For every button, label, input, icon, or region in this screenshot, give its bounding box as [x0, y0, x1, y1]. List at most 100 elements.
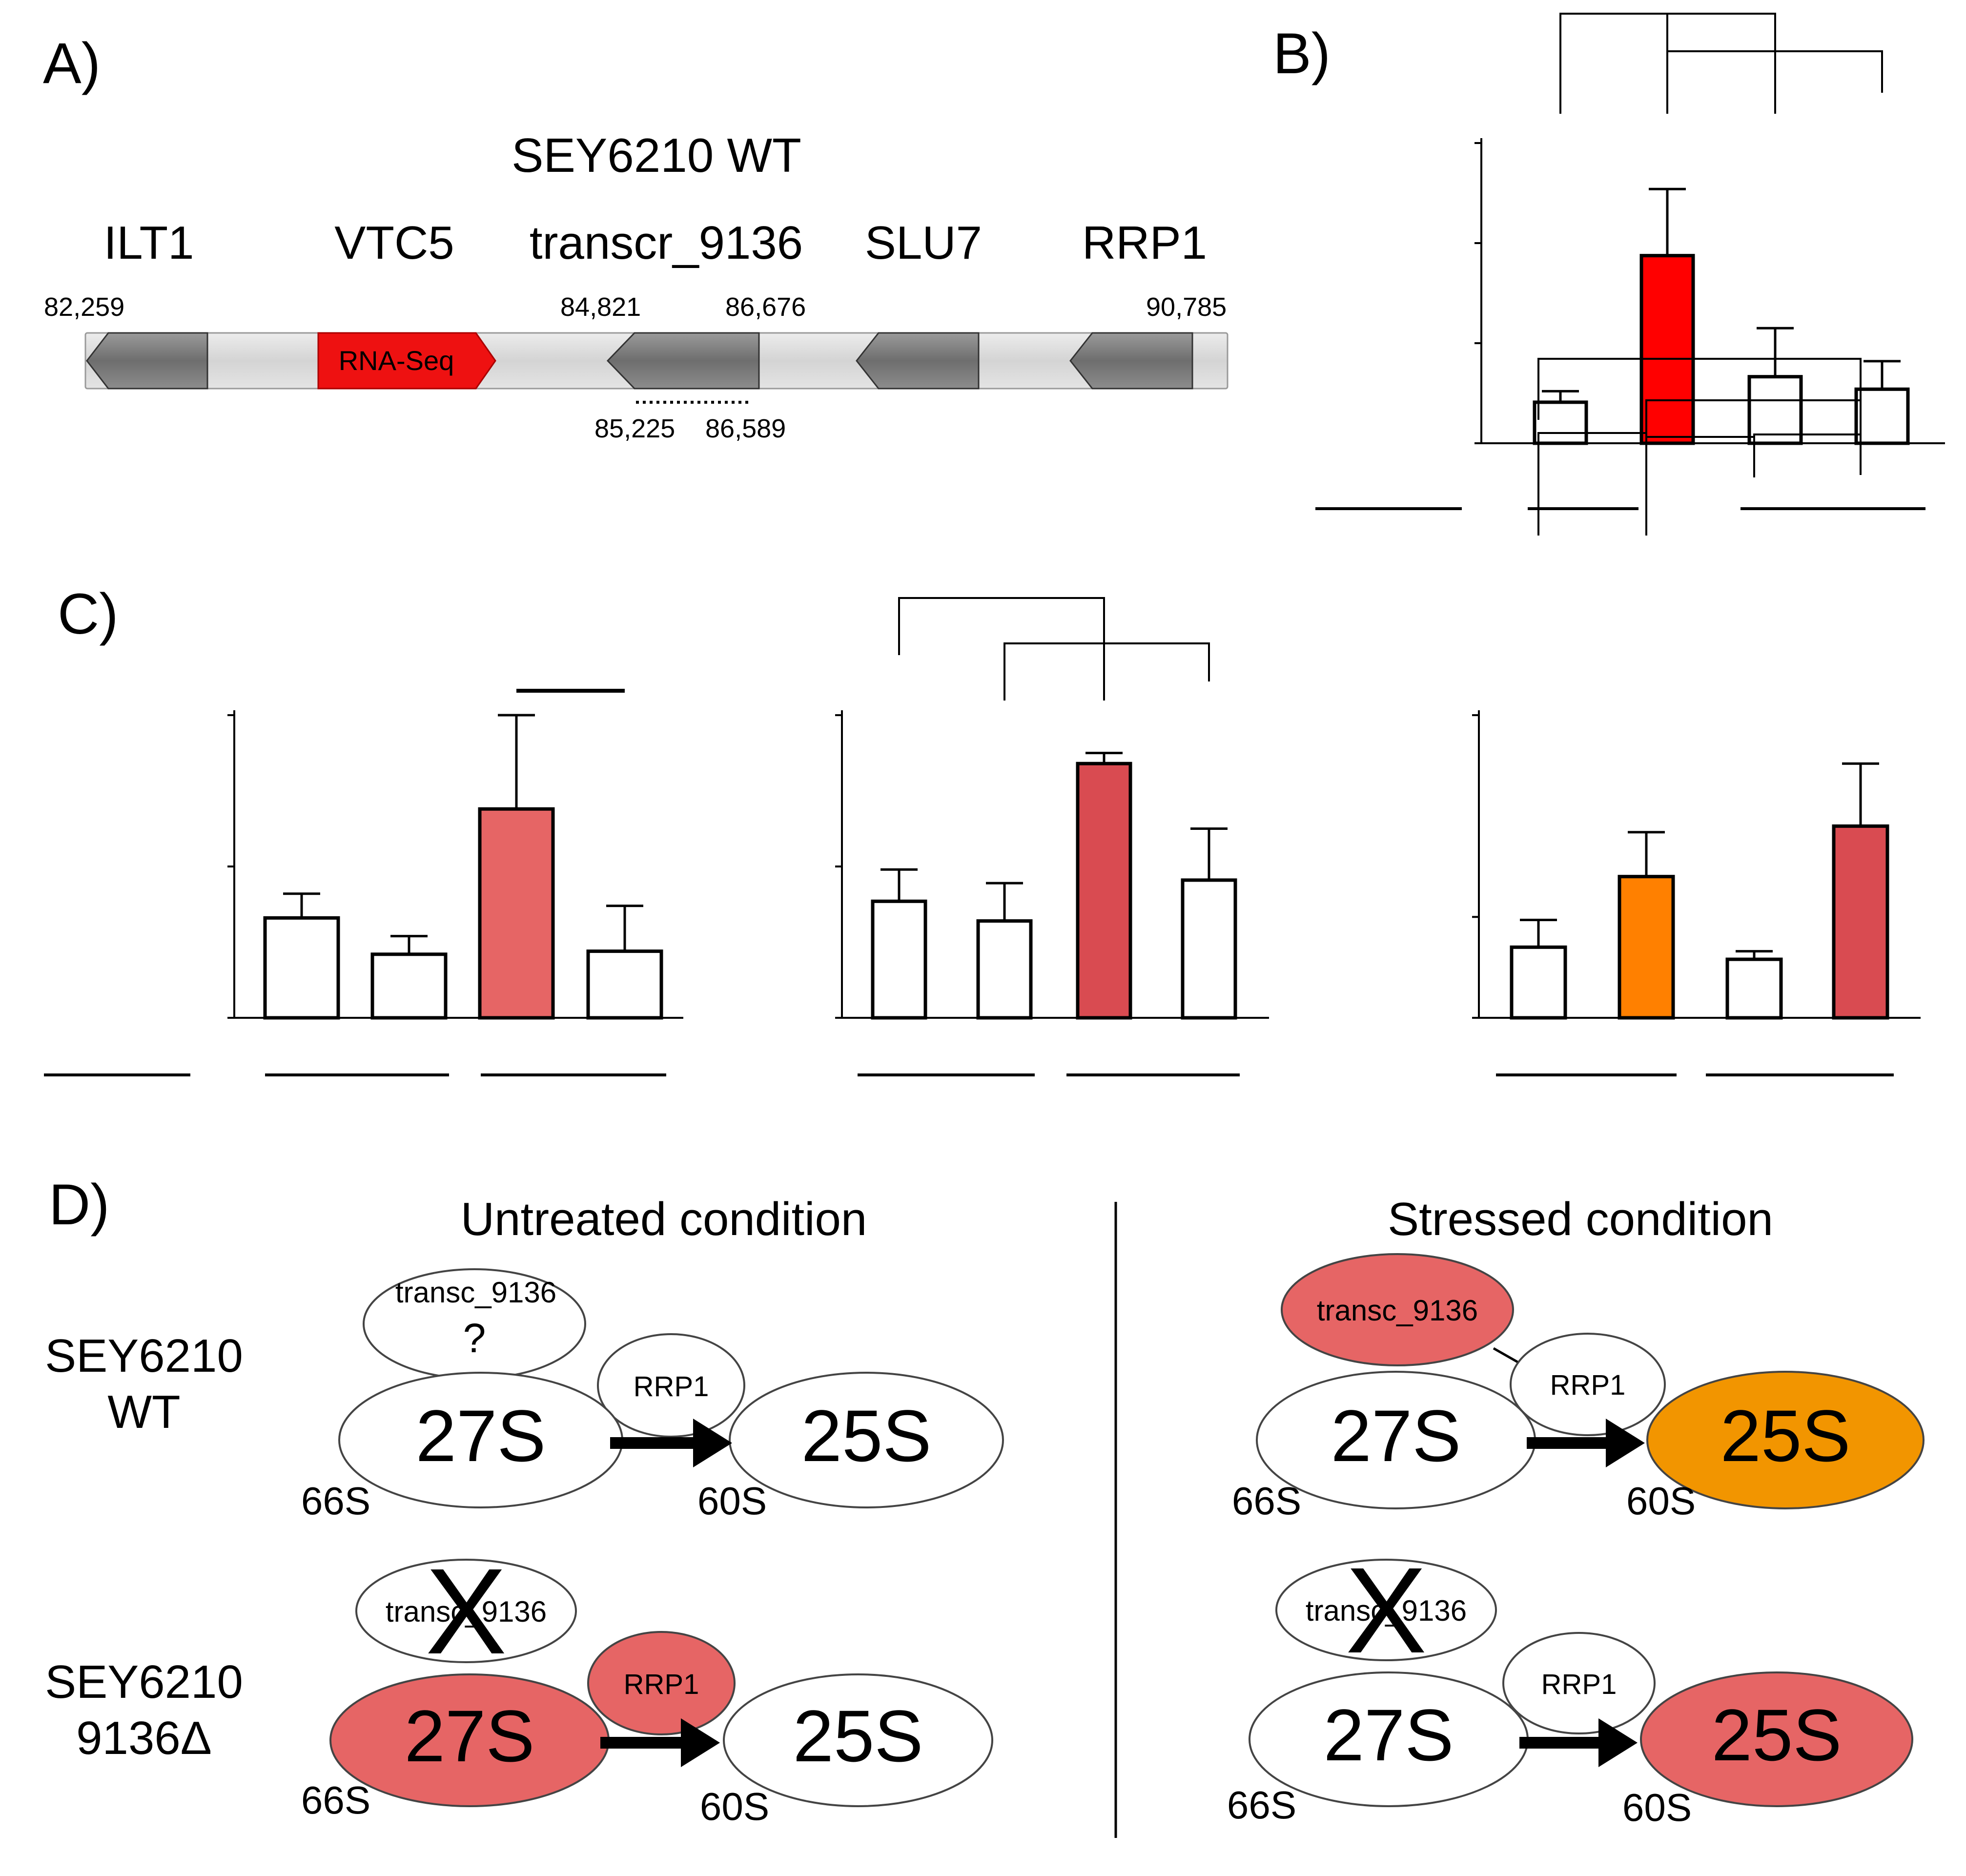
66s-label: 66S — [301, 1479, 370, 1523]
bar — [1181, 878, 1237, 1020]
unknown-role-mark: ? — [463, 1315, 486, 1361]
panel-label-b: B) — [1273, 21, 1331, 86]
row1-label-genotype: WT — [107, 1386, 180, 1438]
chart-27s — [835, 597, 1269, 1076]
stressed-title: Stressed condition — [1388, 1193, 1773, 1245]
bar — [263, 916, 340, 1020]
significance-bracket — [1537, 358, 1862, 420]
bar — [1854, 387, 1910, 445]
27s-node-label: 27S — [1324, 1694, 1454, 1776]
bar — [1832, 824, 1889, 1020]
significance-bracket — [1645, 399, 1862, 460]
gene-label-ilt1: ILT1 — [104, 217, 194, 269]
significance-bracket — [1103, 642, 1210, 681]
genome-strain-title: SEY6210 WT — [512, 128, 801, 182]
significance-bracket — [1666, 50, 1883, 93]
66s-label: 66S — [1227, 1783, 1296, 1827]
60s-label: 60S — [700, 1785, 769, 1828]
transc-9136-node — [355, 1559, 577, 1663]
rrp1-node — [1502, 1632, 1656, 1734]
panel-label-d: D) — [49, 1173, 110, 1237]
bar — [976, 919, 1033, 1020]
60s-label: 60S — [1626, 1479, 1696, 1523]
untreated-title: Untreated condition — [461, 1193, 867, 1245]
rrp1-node — [587, 1631, 736, 1735]
transc-9136-node — [1281, 1253, 1514, 1366]
rrp1-node-label: RRP1 — [624, 1669, 699, 1700]
rrp1-node-label: RRP1 — [634, 1371, 709, 1402]
deletion-x-mark: X — [426, 1543, 507, 1679]
model-stressed-9136del: transc_9136 X RRP1 27S 25S 66S 60S — [1227, 1542, 1913, 1829]
25s-node — [729, 1372, 1004, 1508]
rrp1-node-label: RRP1 — [1541, 1669, 1617, 1700]
25s-node — [1646, 1371, 1925, 1509]
row2-label-strain: SEY6210 — [45, 1656, 243, 1708]
significance-bracket — [1559, 13, 1668, 114]
25s-node — [1640, 1671, 1913, 1807]
significance-bracket — [898, 597, 1105, 655]
27s-node-label: 27S — [405, 1695, 535, 1777]
inhibition-line — [1493, 1347, 1523, 1366]
gene-label-transcr-9136: transcr_9136 — [530, 217, 803, 269]
gene-label-rrp1: RRP1 — [1082, 217, 1207, 269]
coord-82259: 82,259 — [44, 292, 124, 322]
row1-label-strain: SEY6210 — [45, 1330, 243, 1382]
transc-9136-label: transc_9136 — [395, 1276, 556, 1309]
significance-bracket — [1003, 642, 1105, 701]
panel-label-a: A) — [43, 31, 101, 96]
25s-node-label: 25S — [1712, 1694, 1842, 1776]
rrp1-node-label: RRP1 — [1550, 1369, 1626, 1401]
gene-label-slu7: SLU7 — [865, 217, 982, 269]
coord-85225: 85,225 — [594, 414, 675, 443]
bar — [1747, 375, 1803, 445]
transc-9136-label: transc_9136 — [1317, 1294, 1478, 1327]
row2-label-genotype: 9136Δ — [76, 1712, 212, 1764]
60s-label: 60S — [1622, 1786, 1692, 1829]
gene-vtc5 — [317, 332, 496, 390]
gene-rrp1 — [1069, 332, 1193, 390]
gene-slu7 — [856, 332, 980, 390]
model-untreated-9136del: transc_9136 X RRP1 27S 25S 66S 60S — [301, 1543, 993, 1828]
gene-transcr-9136 — [606, 332, 760, 390]
27s-node-label: 27S — [416, 1395, 546, 1477]
transc-9136-node — [1275, 1559, 1497, 1661]
deletion-x-mark: X — [1346, 1542, 1427, 1678]
significance-bracket — [1537, 432, 1647, 536]
66s-label: 66S — [1232, 1479, 1301, 1523]
processing-arrowhead — [1606, 1419, 1645, 1467]
25s-node-label: 25S — [793, 1695, 923, 1777]
transc-9136-label: transc_9136 — [1306, 1594, 1467, 1627]
panel-label-c: C) — [58, 582, 119, 646]
25s-node-label: 25S — [1720, 1395, 1851, 1477]
chart-rrp1 — [44, 689, 683, 1076]
rrp1-node — [1510, 1333, 1666, 1436]
coord-84821: 84,821 — [560, 292, 641, 322]
25s-node — [723, 1673, 993, 1807]
bar — [1618, 875, 1675, 1020]
25s-node-label: 25S — [801, 1395, 932, 1477]
27s-node-label: 27S — [1331, 1395, 1461, 1477]
coord-86676: 86,676 — [725, 292, 806, 322]
processing-arrowhead — [1598, 1718, 1638, 1767]
bar — [370, 952, 448, 1020]
bar — [871, 899, 927, 1020]
model-untreated-wt: transc_9136 ? RRP1 27S 25S 66S 60S — [301, 1268, 1004, 1523]
coord-90785: 90,785 — [1146, 292, 1227, 322]
model-stressed-wt: transc_9136 RRP1 27S 25S 66S 60S — [1232, 1253, 1925, 1523]
bar — [478, 807, 555, 1020]
chart-ilt1 — [1315, 13, 1945, 510]
bar — [586, 949, 663, 1020]
bar — [1725, 957, 1783, 1020]
66s-label: 66S — [301, 1778, 370, 1822]
transc-9136-label: transc_9136 — [386, 1595, 547, 1628]
rrp1-node — [597, 1333, 745, 1438]
rnaseq-label: RNA-Seq — [339, 345, 454, 376]
processing-arrowhead — [681, 1718, 720, 1767]
gene-ilt1 — [86, 332, 208, 390]
bar — [1076, 762, 1132, 1020]
chart-25s — [1472, 358, 1921, 1076]
processing-arrowhead — [693, 1419, 732, 1467]
bar — [1639, 254, 1695, 445]
bar — [1533, 400, 1588, 445]
